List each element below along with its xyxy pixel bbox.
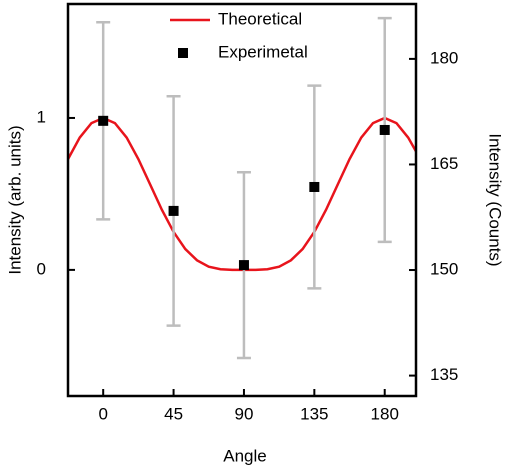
y-axis-title: Intensity (arb. units) (5, 125, 24, 274)
y2-axis-title: Intensity (Counts) (486, 133, 505, 266)
data-point (238, 260, 249, 271)
y-tick-label: 0 (37, 259, 46, 278)
y2-tick-label: 150 (430, 260, 458, 279)
theory-line (66, 116, 418, 272)
plot-frame (66, 2, 418, 398)
x-tick-label: 90 (234, 404, 253, 423)
x-tick-label: 135 (300, 404, 328, 423)
y2-tick-label: 180 (430, 48, 458, 67)
data-point (309, 181, 320, 192)
x-tick-label: 0 (98, 404, 107, 423)
y2-tick-label: 135 (430, 365, 458, 384)
legend-marker (178, 48, 188, 58)
x-axis-title: Angle (223, 446, 266, 465)
x-tick-label: 180 (371, 404, 399, 423)
data-point (379, 124, 390, 135)
x-tick-label: 45 (164, 404, 183, 423)
data-point (98, 115, 109, 126)
y-tick-label: 1 (37, 107, 46, 126)
legend-label: Theoretical (218, 9, 302, 28)
y2-tick-label: 165 (430, 154, 458, 173)
legend-label: Experimetal (218, 42, 308, 61)
data-point (168, 205, 179, 216)
